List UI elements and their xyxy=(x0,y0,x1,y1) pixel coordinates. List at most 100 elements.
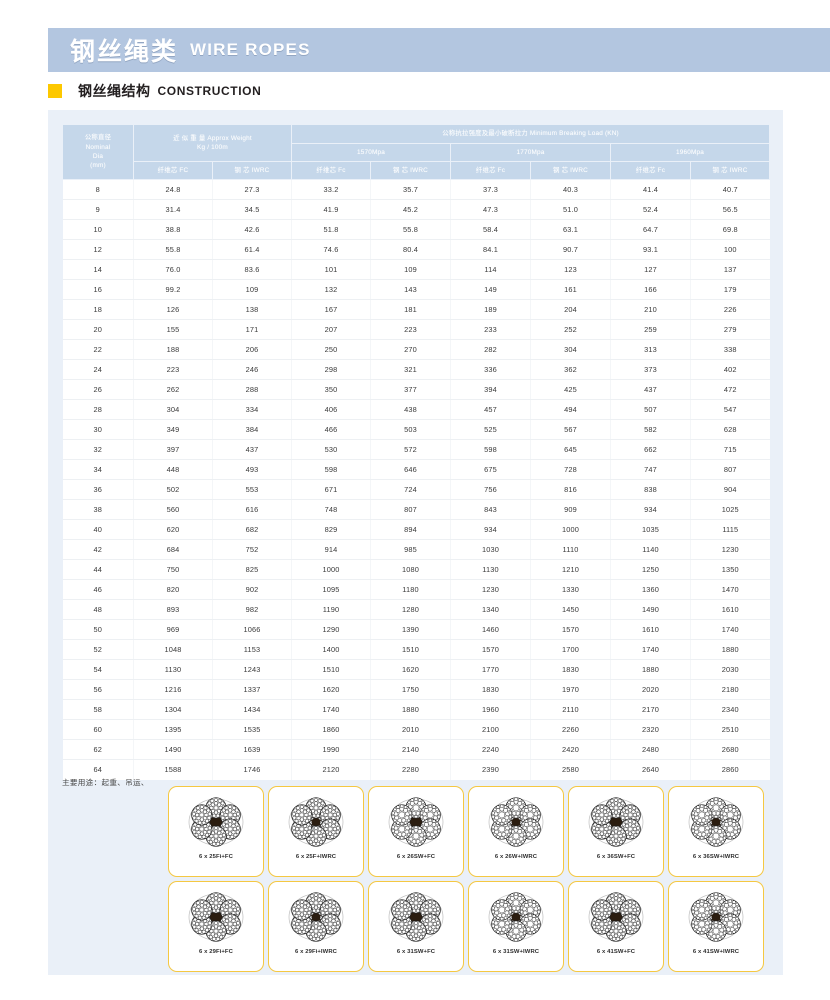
spec-table-body: 8 24.8 27.3 33.2 35.7 37.3 40.3 41.4 40.7 9 31.4 34… xyxy=(62,179,770,780)
rope-cross-section-icon xyxy=(173,886,259,948)
table-cell: 807 xyxy=(690,459,770,480)
table-cell: 123 xyxy=(530,259,611,280)
cell-nominal-dia: 52 xyxy=(62,639,134,660)
table-cell: 304 xyxy=(530,339,611,360)
table-cell: 90.7 xyxy=(530,239,611,260)
table-cell: 728 xyxy=(530,459,611,480)
table-cell: 1750 xyxy=(370,679,451,700)
table-cell: 1700 xyxy=(530,639,611,660)
table-cell: 582 xyxy=(610,419,691,440)
table-cell: 207 xyxy=(291,319,371,340)
table-cell: 572 xyxy=(370,439,451,460)
cell-nominal-dia: 10 xyxy=(62,219,134,240)
rope-construction-label: 6 x 29Fi+FC xyxy=(198,949,233,955)
table-cell: 438 xyxy=(370,399,451,420)
rope-construction-label: 6 x 29Fi+IWRC xyxy=(294,949,338,955)
table-cell: 1140 xyxy=(610,539,691,560)
table-cell: 1970 xyxy=(530,679,611,700)
th-breaking-load: 公称抗拉强度及最小破断拉力 Minimum Breaking Load (KN) xyxy=(291,124,771,144)
table-cell: 969 xyxy=(133,619,213,640)
table-cell: 270 xyxy=(370,339,451,360)
table-cell: 598 xyxy=(450,439,531,460)
rope-construction-card[interactable]: 6 x 26W+IWRC xyxy=(468,786,564,877)
rope-construction-label: 6 x 36SW+IWRC xyxy=(692,854,740,860)
table-cell: 349 xyxy=(133,419,213,440)
table-cell: 38.8 xyxy=(133,219,213,240)
table-cell: 362 xyxy=(530,359,611,380)
table-cell: 1434 xyxy=(211,699,292,720)
th-approx-weight-unit: Kg / 100m xyxy=(197,144,228,152)
section-heading: 钢丝绳结构 CONSTRUCTION xyxy=(48,80,261,102)
table-cell: 69.8 xyxy=(690,219,770,240)
rope-cross-section-icon xyxy=(273,791,359,853)
cell-nominal-dia: 8 xyxy=(62,179,134,200)
cell-nominal-dia: 34 xyxy=(62,459,134,480)
cell-nominal-dia: 22 xyxy=(62,339,134,360)
table-cell: 2110 xyxy=(530,699,611,720)
rope-construction-card[interactable]: 6 x 25F+IWRC xyxy=(268,786,364,877)
section-heading-en: CONSTRUCTION xyxy=(157,84,262,98)
table-cell: 233 xyxy=(450,319,531,340)
page-title-en: WIRE ROPES xyxy=(190,40,311,59)
table-cell: 33.2 xyxy=(291,179,371,200)
table-cell: 820 xyxy=(133,579,213,600)
cell-nominal-dia: 58 xyxy=(62,699,134,720)
table-cell: 132 xyxy=(291,279,371,300)
table-cell: 55.8 xyxy=(133,239,213,260)
th-approx-weight-label: 近 似 重 量 Approx Weight xyxy=(173,134,252,142)
table-cell: 334 xyxy=(211,399,292,420)
rope-construction-card[interactable]: 6 x 31SW+IWRC xyxy=(468,881,564,972)
table-cell: 894 xyxy=(370,519,451,540)
rope-construction-card[interactable]: 6 x 25Fi+FC xyxy=(168,786,264,877)
table-row: 62 1490 1639 1990 2140 2240 2420 2480 2680 xyxy=(62,739,770,760)
table-cell: 645 xyxy=(530,439,611,460)
table-cell: 2010 xyxy=(370,719,451,740)
table-cell: 507 xyxy=(610,399,691,420)
table-cell: 662 xyxy=(610,439,691,460)
table-cell: 42.6 xyxy=(211,219,292,240)
table-cell: 525 xyxy=(450,419,531,440)
table-cell: 628 xyxy=(690,419,770,440)
table-cell: 171 xyxy=(211,319,292,340)
table-cell: 1035 xyxy=(610,519,691,540)
cell-nominal-dia: 24 xyxy=(62,359,134,380)
table-cell: 2180 xyxy=(690,679,770,700)
rope-construction-card[interactable]: 6 x 41SW+IWRC xyxy=(668,881,764,972)
table-cell: 1610 xyxy=(610,619,691,640)
rope-construction-label: 6 x 25F+IWRC xyxy=(295,854,337,860)
rope-construction-card[interactable]: 6 x 29Fi+IWRC xyxy=(268,881,364,972)
rope-construction-card[interactable]: 6 x 26SW+FC xyxy=(368,786,464,877)
table-cell: 279 xyxy=(690,319,770,340)
rope-construction-card[interactable]: 6 x 36SW+FC xyxy=(568,786,664,877)
table-row: 18 126 138 167 181 189 204 210 226 xyxy=(62,299,770,320)
table-cell: 1230 xyxy=(450,579,531,600)
table-cell: 934 xyxy=(450,519,531,540)
table-cell: 24.8 xyxy=(133,179,213,200)
table-cell: 204 xyxy=(530,299,611,320)
table-cell: 829 xyxy=(291,519,371,540)
table-cell: 437 xyxy=(610,379,691,400)
table-cell: 1030 xyxy=(450,539,531,560)
rope-construction-label: 6 x 25Fi+FC xyxy=(198,854,233,860)
cell-nominal-dia: 38 xyxy=(62,499,134,520)
rope-construction-card[interactable]: 6 x 36SW+IWRC xyxy=(668,786,764,877)
rope-construction-label: 6 x 41SW+FC xyxy=(596,949,636,955)
table-cell: 402 xyxy=(690,359,770,380)
table-cell: 155 xyxy=(133,319,213,340)
table-cell: 1210 xyxy=(530,559,611,580)
table-cell: 715 xyxy=(690,439,770,460)
rope-cross-section-icon xyxy=(373,886,459,948)
table-cell: 74.6 xyxy=(291,239,371,260)
table-cell: 1000 xyxy=(291,559,371,580)
table-cell: 2170 xyxy=(610,699,691,720)
rope-construction-card[interactable]: 6 x 41SW+FC xyxy=(568,881,664,972)
th-1570-iwrc: 钢 芯 IWRC xyxy=(370,161,452,180)
table-cell: 1190 xyxy=(291,599,371,620)
table-cell: 2030 xyxy=(690,659,770,680)
table-cell: 904 xyxy=(690,479,770,500)
rope-construction-card[interactable]: 6 x 31SW+FC xyxy=(368,881,464,972)
table-cell: 377 xyxy=(370,379,451,400)
table-cell: 109 xyxy=(370,259,451,280)
rope-construction-card[interactable]: 6 x 29Fi+FC xyxy=(168,881,264,972)
table-row: 30 349 384 466 503 525 567 582 628 xyxy=(62,419,770,440)
